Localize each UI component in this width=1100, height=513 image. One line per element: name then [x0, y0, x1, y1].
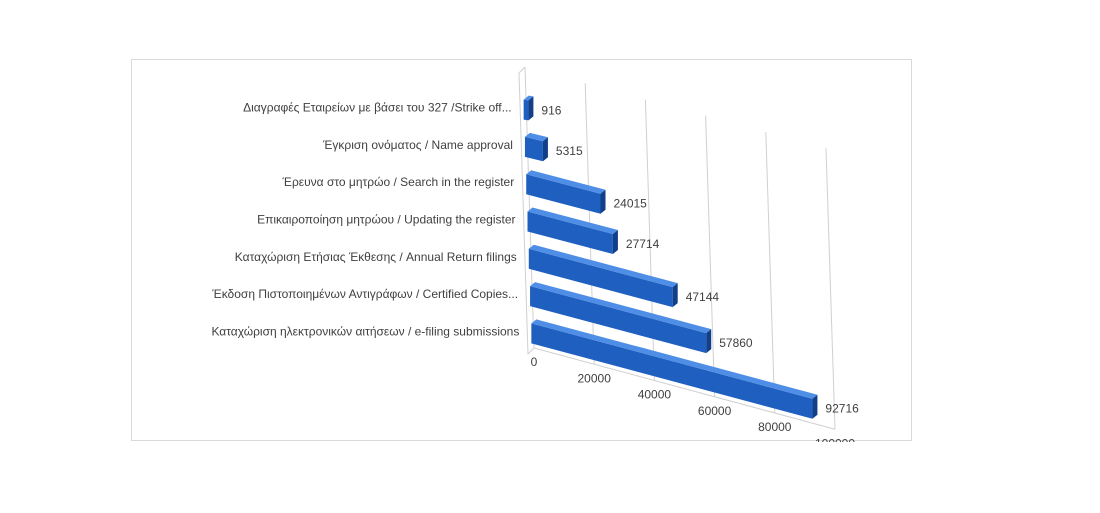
bar-chart: 916 Διαγραφές Εταιρείων με βάσει του 327 …: [211, 66, 859, 442]
x-tick-label: 40000: [638, 388, 672, 402]
category-label: Επικαιροποίηση μητρώου / Updating the re…: [257, 213, 515, 227]
category-label: Έρευνα στο μητρώο / Search in the regist…: [282, 175, 515, 189]
category-label: Καταχώριση ηλεκτρονικών αιτήσεων / e-fil…: [211, 324, 519, 338]
category-label: Διαγραφές Εταιρείων με βάσει του 327 /St…: [243, 101, 512, 115]
value-label: 916: [541, 103, 561, 117]
x-tick-label: 60000: [698, 404, 732, 418]
value-label: 24015: [613, 197, 647, 211]
grid-line: [825, 148, 836, 430]
chart-frame: 916 Διαγραφές Εταιρείων με βάσει του 327 …: [131, 59, 912, 442]
x-tick-label: 20000: [578, 371, 612, 385]
x-tick-label: 80000: [758, 420, 792, 434]
category-label: Καταχώριση Ετήσιας Έκθεσης / Annual Retu…: [235, 250, 517, 264]
back-wall: [518, 66, 535, 356]
bars: [523, 95, 818, 419]
grid-line: [765, 131, 776, 414]
category-label: Έγκριση ονόματος / Name approval: [322, 138, 513, 152]
x-tick-label: 100000: [815, 436, 855, 442]
value-label: 27714: [626, 237, 660, 251]
grid-line: [705, 115, 716, 397]
grid-lines: [518, 66, 836, 430]
value-label: 47144: [686, 290, 720, 304]
bar: [524, 132, 548, 162]
category-label: Έκδοση Πιστοποιημένων Αντιγράφων / Certi…: [211, 287, 518, 301]
x-tick-label: 0: [531, 355, 538, 369]
value-label: 92716: [825, 402, 859, 416]
bar: [531, 319, 818, 419]
floor-line: [533, 347, 836, 430]
bar: [530, 282, 712, 354]
bar: [523, 95, 534, 121]
labels: 916 Διαγραφές Εταιρείων με βάσει του 327 …: [211, 101, 859, 442]
bar: [526, 170, 606, 214]
bar: [527, 207, 618, 255]
value-label: 5315: [556, 144, 583, 158]
value-label: 57860: [719, 336, 753, 350]
bar: [528, 244, 678, 308]
